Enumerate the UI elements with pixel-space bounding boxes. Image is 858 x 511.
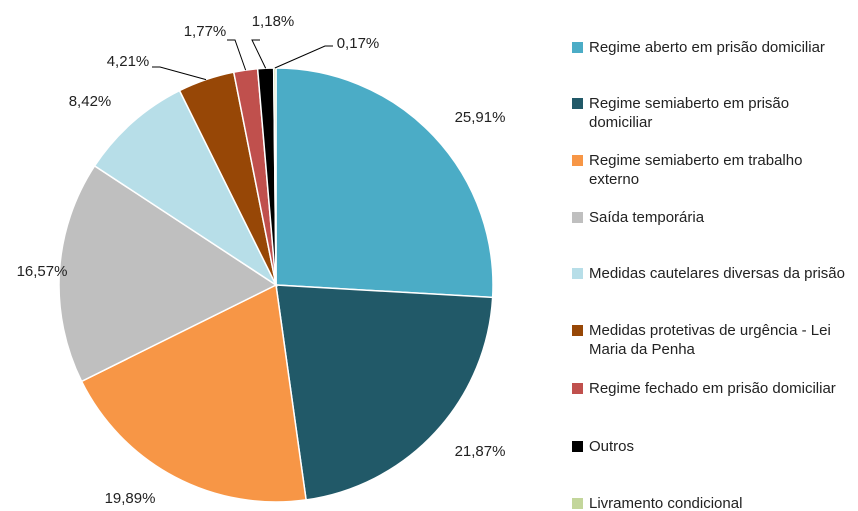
legend-swatch	[572, 383, 583, 394]
legend-item: Regime aberto em prisão domiciliar	[572, 38, 851, 57]
legend-item: Medidas protetivas de urgência - Lei Mar…	[572, 321, 851, 359]
legend-label: Saída temporária	[589, 209, 705, 226]
legend-item: Livramento condicional	[572, 494, 851, 511]
data-label: 1,77%	[184, 23, 227, 40]
data-label: 16,57%	[17, 263, 68, 280]
legend-item: Regime fechado em prisão domiciliar	[572, 379, 851, 398]
legend: Regime aberto em prisão domiciliar Regime…	[572, 0, 858, 511]
legend-label: Medidas protetivas de urgência - Lei Mar…	[589, 322, 831, 358]
legend-item: Medidas cautelares diversas da prisão	[572, 264, 851, 283]
legend-label: Regime semiaberto em prisão domiciliar	[589, 95, 790, 131]
legend-label: Medidas cautelares diversas da prisão	[589, 265, 845, 282]
legend-swatch	[572, 325, 583, 336]
legend-item: Regime semiaberto em prisão domiciliar	[572, 94, 851, 132]
legend-item: Saída temporária	[572, 208, 851, 227]
pie-area: 25,91% 21,87% 19,89% 16,57% 8,42% 4,21% 1,77% 1…	[17, 13, 506, 507]
leader-line	[251, 39, 267, 69]
data-label: 1,18%	[252, 13, 295, 30]
data-label: 21,87%	[455, 443, 506, 460]
legend-swatch	[572, 441, 583, 452]
legend-swatch	[572, 42, 583, 53]
legend-label: Outros	[589, 438, 635, 455]
legend-label: Regime fechado em prisão domiciliar	[589, 380, 836, 397]
legend-label: Regime aberto em prisão domiciliar	[589, 39, 825, 56]
leader-line	[227, 39, 247, 71]
pie-slice	[275, 67, 494, 299]
leader-line	[274, 45, 333, 69]
data-label: 4,21%	[107, 53, 150, 70]
legend-swatch	[572, 498, 583, 509]
leader-line	[152, 66, 207, 81]
legend-item: Regime semiaberto em trabalho externo	[572, 151, 851, 189]
legend-label: Regime semiaberto em trabalho externo	[589, 152, 803, 188]
pie-slice	[80, 283, 307, 503]
pie-slice	[58, 164, 278, 383]
legend-swatch	[572, 155, 583, 166]
data-label: 25,91%	[455, 109, 506, 126]
pie-slice	[93, 89, 278, 288]
legend-swatch	[572, 268, 583, 279]
legend-swatch	[572, 212, 583, 223]
pie-slice	[275, 284, 494, 501]
data-label: 8,42%	[69, 93, 112, 110]
legend-label: Livramento condicional	[589, 495, 743, 511]
data-label: 0,17%	[337, 35, 380, 52]
data-label: 19,89%	[105, 490, 156, 507]
legend-swatch	[572, 98, 583, 109]
legend-item: Outros	[572, 437, 851, 456]
